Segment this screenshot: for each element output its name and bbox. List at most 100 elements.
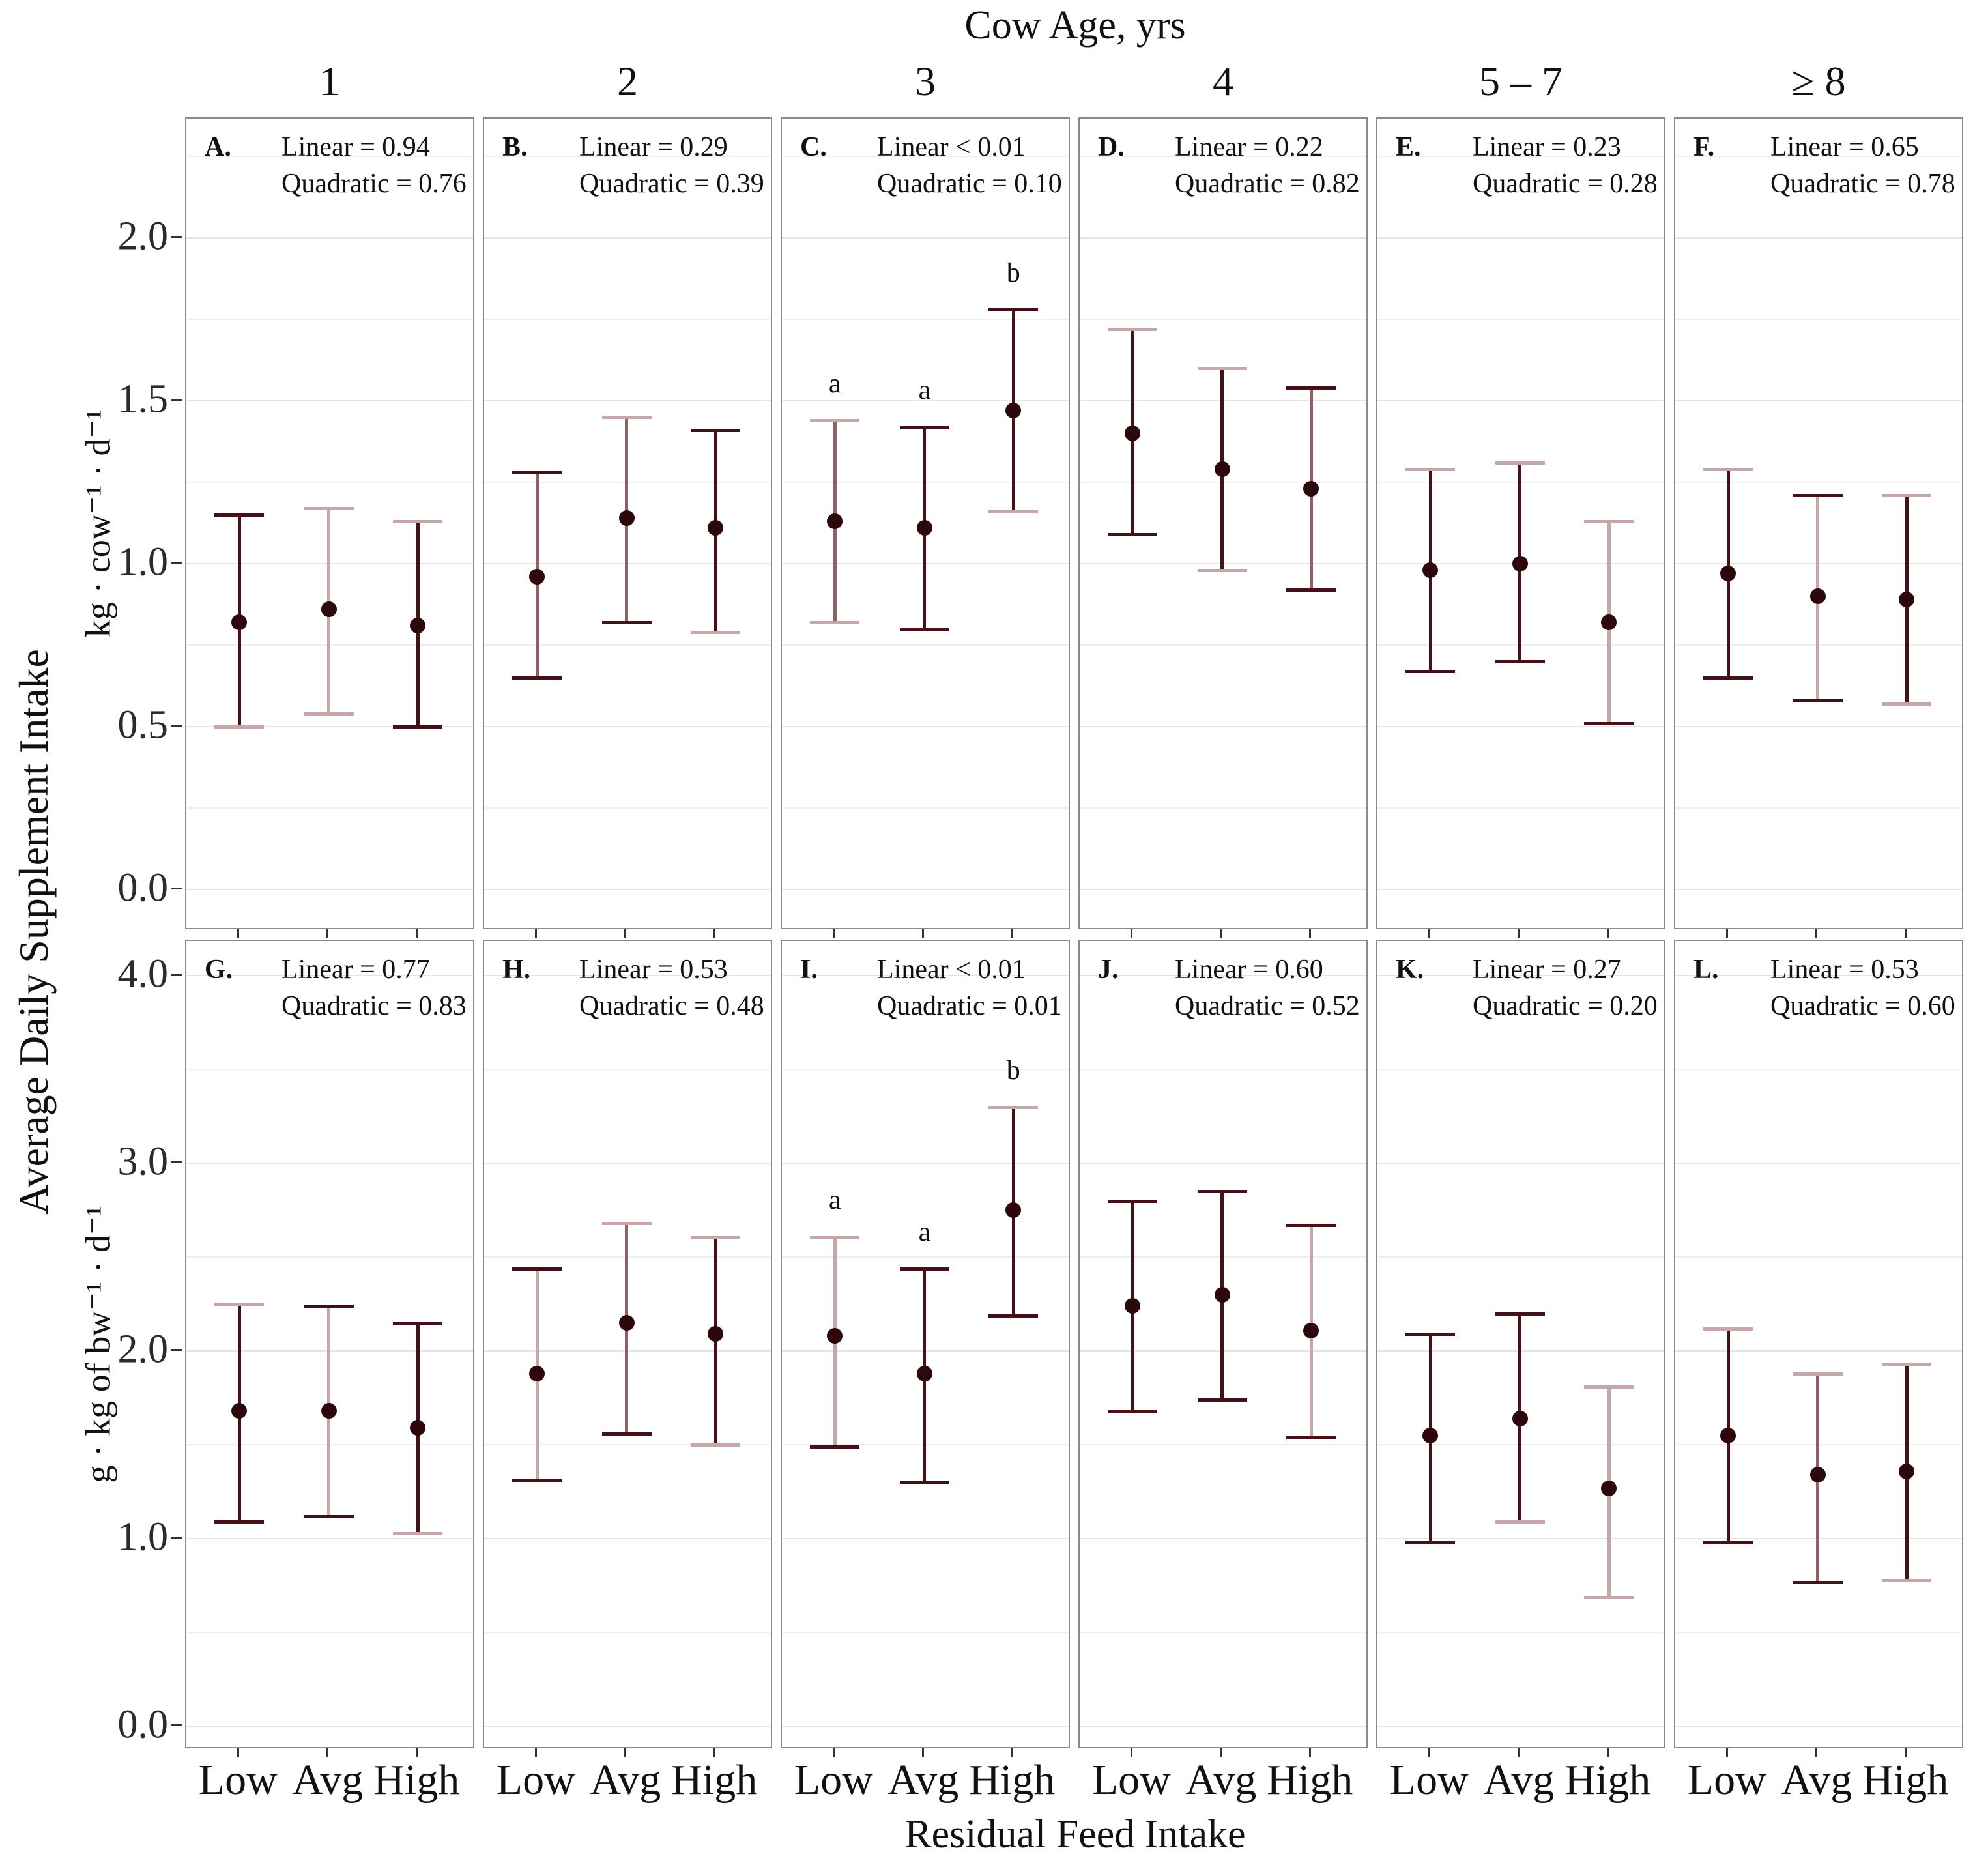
gridline bbox=[782, 156, 1069, 157]
error-bar-cap-bottom bbox=[214, 1520, 265, 1524]
y-tick-label: 1.0 bbox=[117, 540, 169, 585]
x-tick-mark bbox=[1904, 929, 1907, 938]
x-category-label: High bbox=[1862, 1756, 1949, 1804]
error-bar-cap-bottom bbox=[899, 1481, 949, 1484]
x-category-label: High bbox=[1564, 1756, 1651, 1804]
mean-point bbox=[1512, 1410, 1528, 1426]
stat-line: Linear = 0.65 bbox=[1770, 132, 1919, 162]
facet-panel-i: I. Linear < 0.01 Quadratic = 0.01 a a b bbox=[781, 940, 1070, 1748]
error-bar-cap-top bbox=[1793, 494, 1843, 497]
error-bar-cap-top bbox=[601, 1222, 652, 1226]
stat-line: Quadratic = 0.01 bbox=[877, 991, 1062, 1021]
mean-point bbox=[1005, 1202, 1022, 1219]
gridline bbox=[1675, 1069, 1962, 1071]
error-bar-cap-top bbox=[304, 1305, 354, 1308]
gridline bbox=[186, 482, 473, 483]
facet-column-label: 1 bbox=[319, 58, 340, 104]
gridline bbox=[1080, 1444, 1366, 1446]
x-tick-mark bbox=[237, 929, 239, 938]
error-bar-cap-bottom bbox=[393, 1531, 443, 1535]
error-bar-cap-top bbox=[988, 308, 1039, 311]
panel-stat-text: Linear = 0.27 Quadratic = 0.20 bbox=[1473, 951, 1658, 1024]
error-bar-cap-bottom bbox=[1882, 702, 1932, 706]
gridline bbox=[1080, 1726, 1366, 1728]
y-axis-title: Average Daily Supplement Intake bbox=[10, 649, 57, 1215]
error-bar-cap-bottom bbox=[1495, 1520, 1545, 1524]
stat-line: Linear < 0.01 bbox=[877, 132, 1026, 162]
mean-point bbox=[618, 510, 635, 526]
mean-point bbox=[916, 520, 932, 536]
panel-stat-text: Linear < 0.01 Quadratic = 0.10 bbox=[877, 129, 1062, 202]
error-bar-cap-top bbox=[393, 1322, 443, 1325]
error-bar-cap-top bbox=[512, 471, 562, 474]
significance-letter: a bbox=[828, 369, 841, 399]
facet-panel-d: D. Linear = 0.22 Quadratic = 0.82 bbox=[1078, 117, 1368, 929]
gridline bbox=[186, 156, 473, 157]
error-bar-cap-top bbox=[1703, 1327, 1753, 1331]
y-tick-mark bbox=[171, 236, 182, 238]
mean-point bbox=[1125, 1298, 1141, 1314]
panel-letter: K. bbox=[1396, 955, 1424, 985]
x-tick-mark bbox=[1725, 1748, 1728, 1757]
stat-line: Quadratic = 0.10 bbox=[877, 169, 1062, 199]
facet-column-label: 4 bbox=[1213, 58, 1233, 104]
gridline bbox=[186, 1726, 473, 1728]
facet-panel-g: G. Linear = 0.77 Quadratic = 0.83 bbox=[185, 940, 474, 1748]
y-tick-label: 2.0 bbox=[117, 1327, 169, 1372]
mean-point bbox=[1899, 592, 1915, 607]
gridline bbox=[1080, 156, 1366, 157]
panel-letter: E. bbox=[1396, 132, 1421, 162]
gridline bbox=[1675, 1256, 1962, 1258]
y-tick-label: 0.0 bbox=[117, 1702, 169, 1747]
mean-point bbox=[708, 1326, 724, 1342]
facet-panel-b: B. Linear = 0.29 Quadratic = 0.39 bbox=[483, 117, 772, 929]
stat-line: Linear = 0.53 bbox=[1770, 955, 1919, 985]
gridline bbox=[1377, 1069, 1664, 1071]
gridline bbox=[484, 156, 771, 157]
x-tick-mark bbox=[415, 929, 418, 938]
gridline bbox=[782, 889, 1069, 890]
mean-point bbox=[1214, 1286, 1230, 1303]
error-bar-cap-bottom bbox=[1197, 569, 1247, 572]
stat-line: Quadratic = 0.60 bbox=[1770, 991, 1955, 1021]
panel-letter: A. bbox=[205, 132, 231, 162]
facet-column-label: ≥ 8 bbox=[1791, 58, 1846, 104]
mean-point bbox=[708, 520, 724, 536]
gridline bbox=[1377, 889, 1664, 890]
significance-letter: a bbox=[918, 375, 931, 405]
significance-letter: a bbox=[828, 1185, 841, 1215]
gridline bbox=[782, 1256, 1069, 1258]
error-bar-cap-top bbox=[899, 1267, 949, 1271]
gridline bbox=[1675, 237, 1962, 239]
x-category-label: High bbox=[373, 1756, 460, 1804]
error-bar-cap-bottom bbox=[1197, 1398, 1247, 1402]
x-axis-title: Residual Feed Intake bbox=[904, 1812, 1246, 1857]
x-tick-mark bbox=[1904, 1748, 1907, 1757]
stat-line: Quadratic = 0.52 bbox=[1175, 991, 1360, 1021]
y-tick-mark bbox=[171, 725, 182, 727]
mean-point bbox=[1303, 481, 1319, 497]
gridline bbox=[782, 975, 1069, 977]
error-bar-cap-top bbox=[810, 1235, 860, 1239]
x-category-label: Avg bbox=[590, 1756, 661, 1804]
gridline bbox=[1675, 482, 1962, 483]
error-bar-cap-bottom bbox=[1108, 1410, 1158, 1413]
x-tick-mark bbox=[1815, 929, 1818, 938]
error-bar-cap-bottom bbox=[304, 712, 354, 716]
gridline bbox=[782, 1632, 1069, 1634]
gridline bbox=[484, 400, 771, 401]
mean-point bbox=[410, 1420, 426, 1436]
panel-stat-text: Linear = 0.53 Quadratic = 0.60 bbox=[1770, 951, 1955, 1024]
error-bar-cap-bottom bbox=[1405, 1541, 1456, 1545]
stat-line: Linear < 0.01 bbox=[877, 955, 1026, 985]
stat-line: Linear = 0.53 bbox=[579, 955, 728, 985]
mean-point bbox=[410, 618, 426, 633]
x-tick-mark bbox=[832, 929, 835, 938]
gridline bbox=[1080, 807, 1366, 809]
mean-point bbox=[1214, 461, 1230, 477]
facet-panel-c: C. Linear < 0.01 Quadratic = 0.10 a a b bbox=[781, 117, 1070, 929]
x-tick-mark bbox=[326, 1748, 329, 1757]
x-tick-mark bbox=[1428, 929, 1430, 938]
x-category-label: High bbox=[671, 1756, 758, 1804]
